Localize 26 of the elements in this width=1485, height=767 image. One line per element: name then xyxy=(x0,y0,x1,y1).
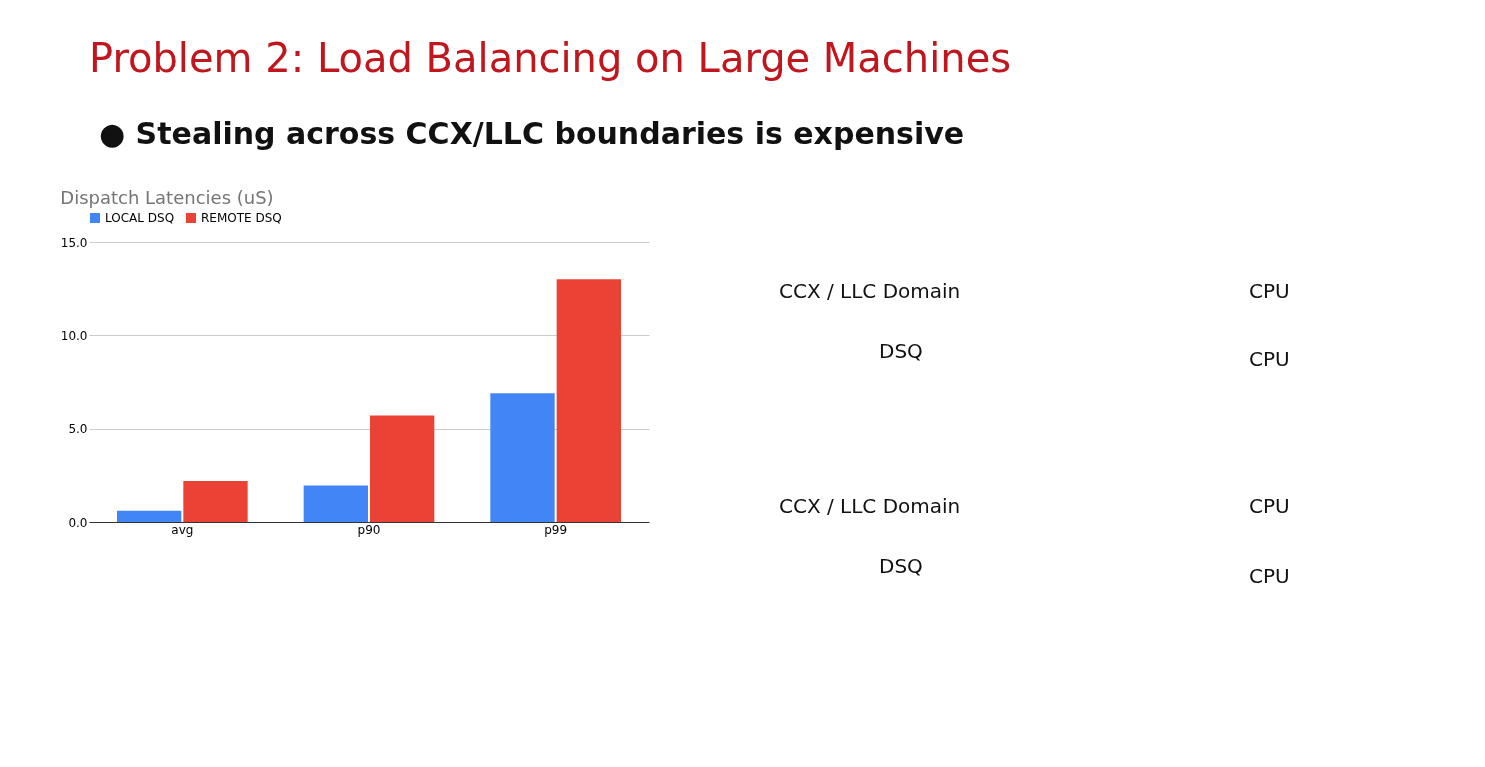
y-tick-label: 10.0 xyxy=(60,328,88,343)
text: CCX / LLC Domain xyxy=(779,279,961,303)
text: CPU xyxy=(1249,347,1290,371)
y-tick-label: 0.0 xyxy=(68,515,88,530)
x-tick-label: avg xyxy=(171,522,194,537)
text: DSQ xyxy=(879,554,923,578)
text: ● Stealing across CCX/LLC boundaries is expensive xyxy=(99,116,965,151)
text: Problem 2: Load Balancing on Large Machines xyxy=(89,35,1012,81)
text: DSQ xyxy=(879,339,923,363)
y-tick-label: 15.0 xyxy=(60,235,88,250)
legend-label: LOCAL DSQ xyxy=(105,211,175,225)
bar xyxy=(490,393,555,522)
bar xyxy=(303,485,369,522)
bar xyxy=(556,279,621,522)
bar xyxy=(183,480,248,522)
bar xyxy=(117,510,182,522)
text: CCX / LLC Domain xyxy=(779,494,961,518)
x-tick-label: p99 xyxy=(544,522,568,537)
legend-label: REMOTE DSQ xyxy=(201,211,282,225)
y-tick-label: 5.0 xyxy=(68,422,88,437)
x-tick-label: p90 xyxy=(357,522,381,537)
text: CPU xyxy=(1249,279,1290,303)
text: CPU xyxy=(1249,494,1290,518)
bar xyxy=(369,415,435,522)
text: CPU xyxy=(1249,564,1290,588)
chart-title: Dispatch Latencies (uS) xyxy=(60,187,274,208)
